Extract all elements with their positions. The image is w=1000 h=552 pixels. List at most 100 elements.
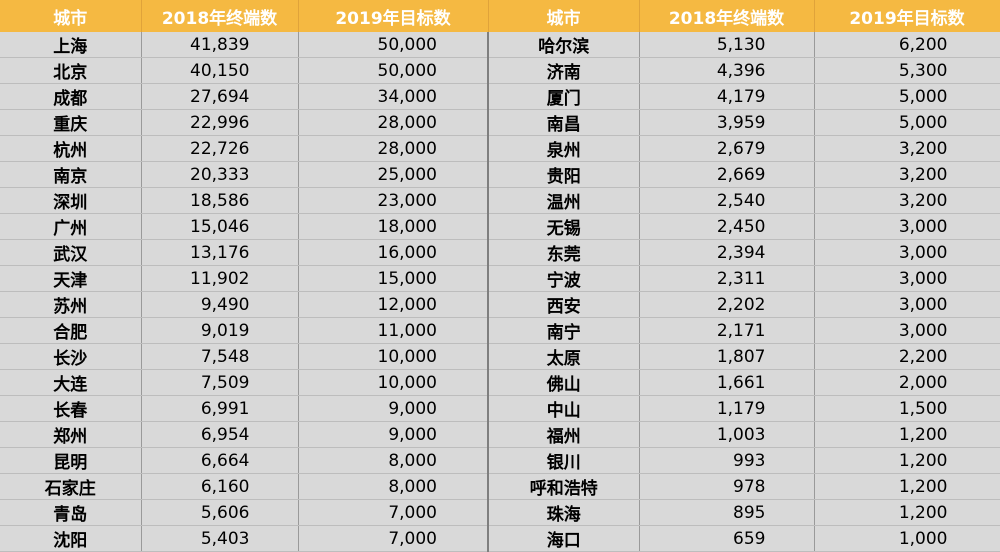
- cell-city-left: 大连: [0, 369, 142, 396]
- cell-target-2019-right: 3,000: [814, 291, 1000, 318]
- cell-city-left: 昆明: [0, 447, 142, 474]
- cell-city-right: 太原: [487, 343, 640, 370]
- cell-target-2019-left: 18,000: [298, 213, 489, 240]
- cell-target-2019-left: 23,000: [298, 187, 489, 214]
- cell-target-2019-right: 3,000: [814, 317, 1000, 344]
- header-2018-terminals-right: 2018年终端数: [639, 0, 815, 32]
- cell-city-left: 沈阳: [0, 525, 142, 552]
- cell-terminals-2018-right: 1,661: [639, 369, 815, 396]
- header-row: 城市 2018年终端数 2019年目标数 城市 2018年终端数 2019年目标…: [0, 0, 1000, 32]
- cell-terminals-2018-left: 9,490: [141, 291, 299, 318]
- cell-city-right: 济南: [487, 57, 640, 84]
- cell-city-right: 贵阳: [487, 161, 640, 188]
- cell-target-2019-right: 3,000: [814, 213, 1000, 240]
- cell-terminals-2018-right: 4,179: [639, 83, 815, 110]
- cell-target-2019-left: 15,000: [298, 265, 489, 292]
- cell-target-2019-right: 3,000: [814, 239, 1000, 266]
- cell-terminals-2018-right: 2,450: [639, 213, 815, 240]
- cell-target-2019-left: 9,000: [298, 395, 489, 422]
- table-row: 石家庄 6,160 8,000 呼和浩特 978 1,200: [0, 473, 1000, 500]
- cell-city-left: 武汉: [0, 239, 142, 266]
- table-row: 长春 6,991 9,000 中山 1,179 1,500: [0, 395, 1000, 422]
- cell-city-left: 合肥: [0, 317, 142, 344]
- table-row: 天津 11,902 15,000 宁波 2,311 3,000: [0, 265, 1000, 292]
- cell-target-2019-left: 10,000: [298, 343, 489, 370]
- cell-city-left: 石家庄: [0, 473, 142, 500]
- cell-terminals-2018-left: 9,019: [141, 317, 299, 344]
- cell-city-right: 珠海: [487, 499, 640, 526]
- cell-target-2019-right: 1,200: [814, 499, 1000, 526]
- header-2019-target-right: 2019年目标数: [814, 0, 1000, 32]
- cell-target-2019-left: 28,000: [298, 109, 489, 136]
- table-row: 杭州 22,726 28,000 泉州 2,679 3,200: [0, 135, 1000, 162]
- cell-city-left: 重庆: [0, 109, 142, 136]
- cell-terminals-2018-right: 2,171: [639, 317, 815, 344]
- cell-city-left: 广州: [0, 213, 142, 240]
- cell-city-right: 呼和浩特: [487, 473, 640, 500]
- cell-terminals-2018-right: 2,540: [639, 187, 815, 214]
- cell-terminals-2018-left: 11,902: [141, 265, 299, 292]
- table-row: 沈阳 5,403 7,000 海口 659 1,000: [0, 525, 1000, 552]
- cell-terminals-2018-right: 659: [639, 525, 815, 552]
- cell-terminals-2018-right: 4,396: [639, 57, 815, 84]
- cell-city-right: 厦门: [487, 83, 640, 110]
- cell-terminals-2018-right: 2,394: [639, 239, 815, 266]
- cell-target-2019-right: 3,200: [814, 135, 1000, 162]
- cell-target-2019-left: 8,000: [298, 447, 489, 474]
- cell-city-right: 哈尔滨: [487, 32, 640, 58]
- cell-terminals-2018-left: 15,046: [141, 213, 299, 240]
- cell-target-2019-left: 8,000: [298, 473, 489, 500]
- cell-terminals-2018-left: 7,548: [141, 343, 299, 370]
- cell-terminals-2018-left: 7,509: [141, 369, 299, 396]
- cell-target-2019-right: 2,200: [814, 343, 1000, 370]
- cell-terminals-2018-right: 2,669: [639, 161, 815, 188]
- cell-target-2019-right: 3,200: [814, 187, 1000, 214]
- cell-city-right: 南昌: [487, 109, 640, 136]
- table-row: 上海 41,839 50,000 哈尔滨 5,130 6,200: [0, 32, 1000, 58]
- cell-terminals-2018-right: 895: [639, 499, 815, 526]
- cell-city-left: 天津: [0, 265, 142, 292]
- cell-target-2019-right: 2,000: [814, 369, 1000, 396]
- cell-city-right: 佛山: [487, 369, 640, 396]
- cell-terminals-2018-left: 18,586: [141, 187, 299, 214]
- cell-terminals-2018-left: 6,664: [141, 447, 299, 474]
- table-row: 武汉 13,176 16,000 东莞 2,394 3,000: [0, 239, 1000, 266]
- cell-city-right: 泉州: [487, 135, 640, 162]
- cell-target-2019-left: 10,000: [298, 369, 489, 396]
- cell-city-right: 福州: [487, 421, 640, 448]
- cell-target-2019-right: 5,000: [814, 83, 1000, 110]
- cell-terminals-2018-left: 6,991: [141, 395, 299, 422]
- table-row: 深圳 18,586 23,000 温州 2,540 3,200: [0, 187, 1000, 214]
- cell-terminals-2018-left: 13,176: [141, 239, 299, 266]
- cell-city-right: 中山: [487, 395, 640, 422]
- table-row: 成都 27,694 34,000 厦门 4,179 5,000: [0, 83, 1000, 110]
- cell-city-right: 海口: [487, 525, 640, 552]
- cell-target-2019-right: 6,200: [814, 32, 1000, 58]
- cell-target-2019-right: 3,000: [814, 265, 1000, 292]
- cell-city-left: 上海: [0, 32, 142, 58]
- header-city-left: 城市: [0, 0, 142, 32]
- cell-city-left: 南京: [0, 161, 142, 188]
- cell-city-right: 银川: [487, 447, 640, 474]
- cell-city-right: 东莞: [487, 239, 640, 266]
- header-2018-terminals-left: 2018年终端数: [141, 0, 299, 32]
- cell-terminals-2018-right: 5,130: [639, 32, 815, 58]
- cell-terminals-2018-left: 22,996: [141, 109, 299, 136]
- cell-terminals-2018-right: 978: [639, 473, 815, 500]
- cell-city-left: 长沙: [0, 343, 142, 370]
- cell-terminals-2018-right: 1,179: [639, 395, 815, 422]
- cell-target-2019-left: 50,000: [298, 57, 489, 84]
- cell-terminals-2018-left: 5,606: [141, 499, 299, 526]
- cell-terminals-2018-left: 41,839: [141, 32, 299, 58]
- cell-terminals-2018-right: 993: [639, 447, 815, 474]
- cell-target-2019-right: 1,200: [814, 473, 1000, 500]
- table-row: 郑州 6,954 9,000 福州 1,003 1,200: [0, 421, 1000, 448]
- cell-city-left: 青岛: [0, 499, 142, 526]
- table-row: 广州 15,046 18,000 无锡 2,450 3,000: [0, 213, 1000, 240]
- table-row: 合肥 9,019 11,000 南宁 2,171 3,000: [0, 317, 1000, 344]
- table-row: 长沙 7,548 10,000 太原 1,807 2,200: [0, 343, 1000, 370]
- cell-terminals-2018-right: 3,959: [639, 109, 815, 136]
- table-row: 青岛 5,606 7,000 珠海 895 1,200: [0, 499, 1000, 526]
- cell-terminals-2018-left: 40,150: [141, 57, 299, 84]
- cell-city-left: 苏州: [0, 291, 142, 318]
